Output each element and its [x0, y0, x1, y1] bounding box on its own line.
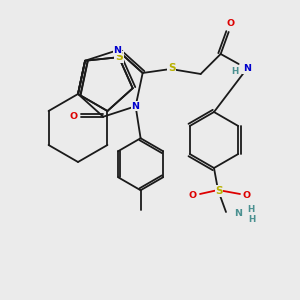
- Text: S: S: [215, 186, 223, 196]
- Text: H: H: [248, 205, 255, 214]
- Text: N: N: [234, 209, 242, 218]
- Text: N: N: [243, 64, 251, 74]
- Text: N: N: [132, 102, 140, 111]
- Text: O: O: [69, 112, 77, 121]
- Text: O: O: [189, 191, 197, 200]
- Text: H: H: [248, 215, 256, 224]
- Text: O: O: [243, 191, 251, 200]
- Text: S: S: [115, 52, 123, 62]
- Text: S: S: [168, 63, 176, 73]
- Text: H: H: [231, 68, 238, 76]
- Text: N: N: [113, 46, 122, 55]
- Text: O: O: [226, 20, 235, 28]
